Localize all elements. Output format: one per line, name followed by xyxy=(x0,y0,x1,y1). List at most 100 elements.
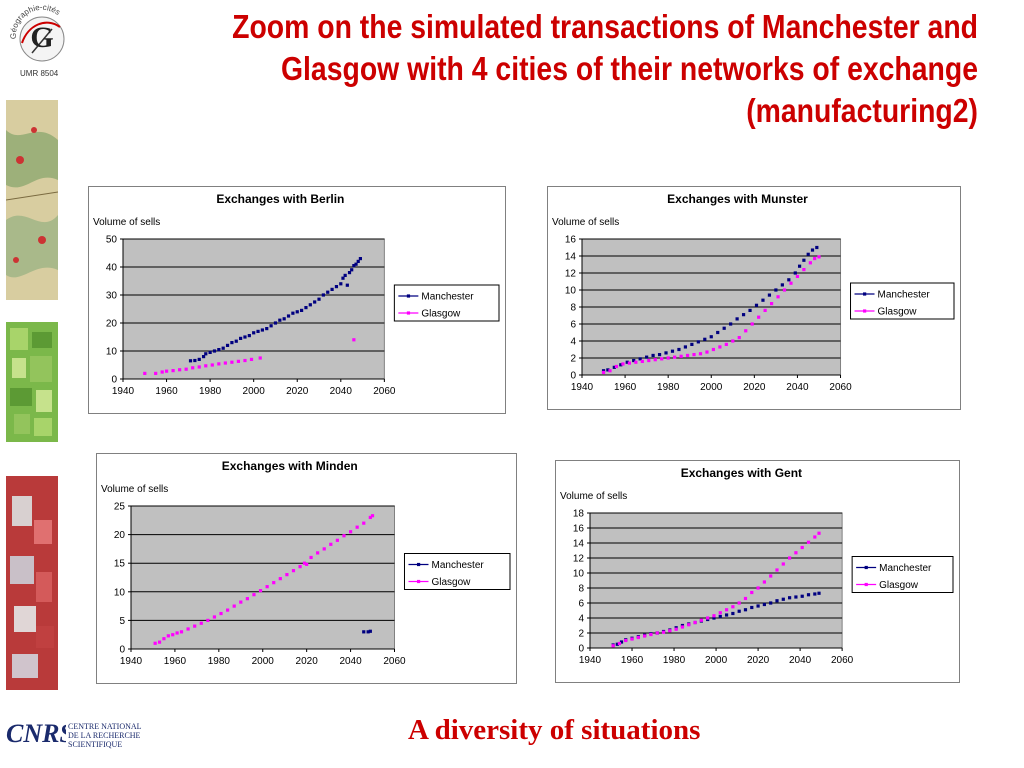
y-tick-label: 8 xyxy=(578,584,584,595)
data-point xyxy=(212,349,217,353)
data-point xyxy=(750,590,754,595)
data-point xyxy=(252,593,256,597)
data-point xyxy=(711,347,716,352)
data-point xyxy=(256,329,260,333)
y-tick-label: 0 xyxy=(111,375,117,386)
data-point xyxy=(230,341,234,345)
data-point xyxy=(709,335,713,339)
y-tick-label: 14 xyxy=(573,539,585,550)
legend-label: Glasgow xyxy=(421,309,461,320)
data-point xyxy=(813,535,817,539)
data-point xyxy=(615,642,619,646)
data-point xyxy=(800,545,804,550)
legend-box xyxy=(403,553,511,590)
data-point xyxy=(298,565,302,569)
data-point xyxy=(808,261,812,265)
data-point xyxy=(775,599,779,603)
data-point xyxy=(756,604,760,608)
data-point xyxy=(794,595,798,599)
data-point xyxy=(706,616,710,620)
data-point xyxy=(606,368,610,372)
data-point xyxy=(230,360,234,364)
chart-munster: Exchanges with Munster Volume of sells 0 2 4… xyxy=(547,186,961,410)
data-point xyxy=(362,521,366,525)
data-point xyxy=(761,298,765,302)
y-axis-label: Volume of sells xyxy=(93,217,160,228)
data-point xyxy=(632,358,636,363)
data-point xyxy=(243,358,247,363)
y-axis-label: Volume of sells xyxy=(552,217,619,228)
data-point xyxy=(731,611,735,616)
plot-area xyxy=(589,512,843,649)
data-point xyxy=(208,350,212,354)
data-point xyxy=(601,370,606,375)
data-point xyxy=(352,264,356,268)
data-point xyxy=(286,314,291,318)
data-point xyxy=(304,306,308,310)
data-point xyxy=(776,295,780,299)
data-point xyxy=(252,331,256,335)
data-point xyxy=(179,630,184,634)
x-tick-label: 2040 xyxy=(330,386,353,397)
data-point xyxy=(696,340,700,344)
data-point xyxy=(201,355,206,359)
y-tick-label: 16 xyxy=(573,524,585,535)
data-point xyxy=(162,637,166,641)
data-point xyxy=(178,368,182,372)
x-tick-label: 1940 xyxy=(571,382,594,393)
x-tick-label: 1980 xyxy=(663,655,686,666)
data-point xyxy=(239,600,243,604)
y-tick-label: 6 xyxy=(578,599,584,610)
data-point xyxy=(362,630,366,634)
data-point xyxy=(769,601,773,605)
data-point xyxy=(670,349,675,353)
data-point xyxy=(368,629,372,633)
x-tick-label: 2020 xyxy=(743,382,766,393)
data-point xyxy=(234,339,238,343)
data-point xyxy=(680,625,685,629)
data-point xyxy=(339,282,343,286)
data-point xyxy=(653,358,657,362)
legend-label: Manchester xyxy=(431,560,484,571)
plot-area xyxy=(130,505,395,650)
y-tick-label: 15 xyxy=(114,559,126,570)
data-point xyxy=(217,362,221,366)
data-point xyxy=(355,525,359,529)
data-point xyxy=(624,638,628,643)
data-point xyxy=(782,288,787,292)
series-glasgow xyxy=(601,255,821,375)
data-point xyxy=(347,271,352,275)
data-point xyxy=(668,629,672,633)
series-glasgow xyxy=(143,338,356,375)
legend-marker xyxy=(863,309,867,313)
chart-gent: Exchanges with Gent Volume of sells 0 2 4 6 8 1… xyxy=(555,460,960,683)
data-point xyxy=(661,630,666,634)
data-point xyxy=(258,356,262,360)
legend-marker xyxy=(864,582,868,587)
data-point xyxy=(802,258,806,262)
y-tick-label: 5 xyxy=(119,616,125,627)
legend-marker xyxy=(863,292,867,296)
data-point xyxy=(612,365,616,369)
y-tick-label: 10 xyxy=(573,569,585,580)
cnrs-mark-text: CNRS xyxy=(6,719,66,748)
legend-label: Manchester xyxy=(421,292,474,303)
data-point xyxy=(247,334,251,338)
data-point xyxy=(677,347,681,352)
data-point xyxy=(769,302,774,306)
data-point xyxy=(272,581,276,585)
data-point xyxy=(291,569,296,573)
data-point xyxy=(647,358,651,363)
y-tick-label: 20 xyxy=(114,530,126,541)
x-tick-label: 2000 xyxy=(243,386,266,397)
data-point xyxy=(741,313,746,317)
data-point xyxy=(750,322,754,326)
data-point xyxy=(212,615,217,619)
data-point xyxy=(370,514,375,518)
data-point xyxy=(184,367,188,371)
data-point xyxy=(197,357,201,361)
logo-label: UMR 8504 xyxy=(20,69,59,78)
red-satellite-image xyxy=(6,476,58,690)
data-point xyxy=(614,364,619,369)
data-point xyxy=(343,273,347,277)
